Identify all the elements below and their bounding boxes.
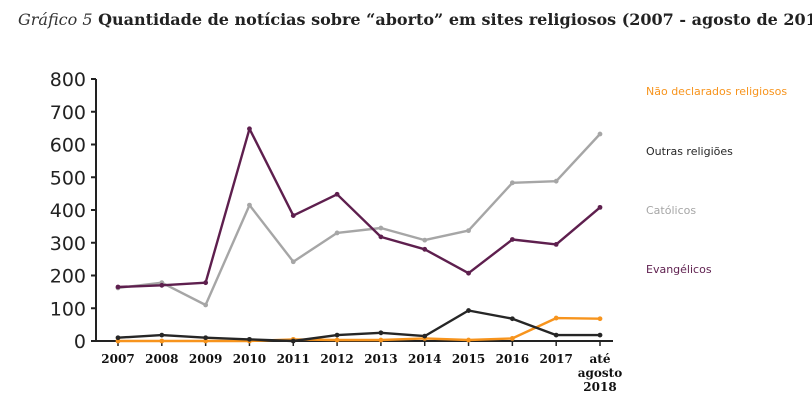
chart-title: Gráfico 5 Quantidade de notícias sobre “… <box>18 10 812 29</box>
data-point-evangelicos <box>553 241 559 247</box>
data-point-outras-religioes <box>334 332 340 338</box>
data-point-catolicos <box>597 131 603 137</box>
data-point-evangelicos <box>159 282 165 288</box>
data-point-outras-religioes <box>597 332 603 338</box>
x-tick-label: 2007 <box>101 352 134 366</box>
series-layer <box>115 126 603 344</box>
y-tick-label: 0 <box>74 331 86 353</box>
y-tick-label: 700 <box>50 102 86 124</box>
data-point-evangelicos <box>247 126 252 132</box>
y-tick-label: 500 <box>50 167 86 189</box>
data-point-nao-declarados-religiosos <box>553 315 559 321</box>
data-point-catolicos <box>509 180 515 186</box>
legend-label-outras-religioes: Outras religiões <box>646 145 733 158</box>
legend-label-nao-declarados-religiosos: Não declarados religiosos <box>646 85 787 98</box>
x-tick-label: 2011 <box>277 352 310 366</box>
data-point-outras-religioes <box>115 335 121 341</box>
data-point-catolicos <box>553 178 559 184</box>
data-point-evangelicos <box>115 284 121 290</box>
data-point-evangelicos <box>290 213 296 218</box>
data-point-nao-declarados-religiosos <box>509 335 515 341</box>
data-point-nao-declarados-religiosos <box>378 337 384 343</box>
x-tick-label: 2010 <box>233 352 266 366</box>
series-line-outras-religioes <box>117 309 600 343</box>
y-tick-label: 100 <box>50 298 86 320</box>
x-tick-label: 2008 <box>145 352 178 366</box>
data-point-catolicos <box>378 225 384 231</box>
data-point-outras-religioes <box>203 335 209 341</box>
x-tick-label: 2012 <box>320 352 353 366</box>
data-point-catolicos <box>247 202 252 208</box>
x-tick-label: 2015 <box>452 352 485 366</box>
series-catolicos <box>115 131 603 308</box>
series-line-catolicos <box>117 133 601 307</box>
chart-title-text: Quantidade de notícias sobre “aborto” em… <box>98 10 812 29</box>
series-outras-religioes <box>115 308 603 344</box>
data-point-outras-religioes <box>553 332 559 338</box>
data-point-evangelicos <box>422 246 428 252</box>
y-tick-label: 800 <box>50 69 86 91</box>
y-tick-label: 600 <box>50 135 86 157</box>
data-point-outras-religioes <box>509 316 515 322</box>
data-point-outras-religioes <box>290 338 296 344</box>
x-tick-label: 2013 <box>364 352 397 366</box>
data-point-nao-declarados-religiosos <box>334 337 340 343</box>
x-tick-label: 2014 <box>408 352 441 366</box>
legend-label-evangelicos: Evangélicos <box>646 263 712 276</box>
data-point-outras-religioes <box>466 308 471 313</box>
x-tick-label: 2016 <box>496 352 529 366</box>
data-point-outras-religioes <box>378 330 384 336</box>
series-evangelicos <box>115 126 603 290</box>
data-point-evangelicos <box>466 270 471 276</box>
series-nao-declarados-religiosos <box>115 315 603 344</box>
data-point-catolicos <box>290 259 296 265</box>
legend-label-catolicos: Católicos <box>646 204 696 217</box>
data-point-evangelicos <box>334 191 340 197</box>
x-tick-label: 2009 <box>189 352 222 366</box>
data-point-catolicos <box>203 302 209 308</box>
data-point-evangelicos <box>509 237 515 242</box>
x-tick-label: 2017 <box>539 352 572 366</box>
data-point-evangelicos <box>203 280 209 286</box>
data-point-catolicos <box>466 228 471 234</box>
x-axis-ticks: 2007 2008 2009 2010 2011 2012 2013 2014 2015 2016… <box>101 341 622 394</box>
data-point-nao-declarados-religiosos <box>597 316 603 322</box>
series-line-evangelicos <box>117 127 601 289</box>
data-point-outras-religioes <box>247 336 252 342</box>
y-tick-label: 200 <box>50 266 86 288</box>
data-point-evangelicos <box>597 204 603 210</box>
legend: Não declarados religiosos Outras religiõe… <box>646 85 787 276</box>
data-point-catolicos <box>334 230 340 236</box>
series-line-nao-declarados-religiosos <box>118 316 601 343</box>
y-tick-label: 400 <box>50 200 86 222</box>
data-point-outras-religioes <box>159 332 165 338</box>
y-axis-ticks: 0 100 200 300 400 500 600 700 800 <box>50 69 96 353</box>
data-point-nao-declarados-religiosos <box>466 337 471 343</box>
x-tick-label: até agosto 2018 <box>578 352 622 394</box>
y-tick-label: 300 <box>50 233 86 255</box>
data-point-outras-religioes <box>422 333 428 339</box>
data-point-catolicos <box>422 237 428 243</box>
data-point-nao-declarados-religiosos <box>159 338 165 344</box>
data-point-evangelicos <box>378 234 384 240</box>
figure-label: Gráfico 5 <box>18 10 93 29</box>
